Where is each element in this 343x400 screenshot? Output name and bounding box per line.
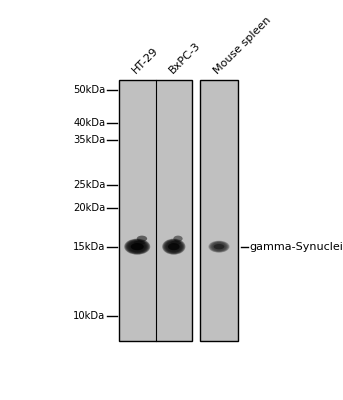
Ellipse shape (171, 241, 181, 245)
Ellipse shape (212, 242, 226, 251)
Ellipse shape (166, 241, 182, 253)
Ellipse shape (164, 240, 183, 254)
Ellipse shape (127, 240, 148, 254)
Ellipse shape (210, 242, 228, 252)
Ellipse shape (212, 242, 226, 251)
Text: 15kDa: 15kDa (73, 242, 105, 252)
Ellipse shape (137, 236, 147, 242)
Ellipse shape (134, 241, 145, 245)
Bar (200, 80, 238, 341)
Ellipse shape (163, 239, 185, 254)
Ellipse shape (128, 240, 147, 253)
Ellipse shape (208, 241, 229, 253)
Ellipse shape (125, 239, 150, 254)
Ellipse shape (128, 241, 146, 253)
Ellipse shape (126, 240, 149, 254)
Ellipse shape (173, 236, 183, 242)
Text: gamma-Synuclein: gamma-Synuclein (250, 242, 343, 252)
Ellipse shape (214, 244, 224, 249)
Text: 35kDa: 35kDa (73, 135, 105, 146)
Ellipse shape (210, 241, 228, 252)
Text: HT-29: HT-29 (130, 46, 160, 76)
Ellipse shape (167, 242, 180, 252)
Text: 25kDa: 25kDa (73, 180, 105, 190)
Ellipse shape (164, 240, 184, 254)
Ellipse shape (124, 239, 150, 255)
Text: 10kDa: 10kDa (73, 311, 105, 321)
Ellipse shape (129, 241, 145, 252)
Ellipse shape (162, 239, 186, 255)
Ellipse shape (131, 243, 144, 250)
Text: 40kDa: 40kDa (73, 118, 105, 128)
Ellipse shape (168, 243, 180, 250)
Ellipse shape (130, 242, 144, 252)
Text: 20kDa: 20kDa (73, 203, 105, 213)
Ellipse shape (166, 241, 181, 252)
Text: Mouse spleen: Mouse spleen (212, 15, 273, 76)
Ellipse shape (165, 240, 182, 253)
Bar (119, 80, 192, 341)
Ellipse shape (211, 242, 227, 252)
Text: 50kDa: 50kDa (73, 84, 105, 94)
Text: BxPC-3: BxPC-3 (167, 40, 202, 76)
Ellipse shape (209, 241, 229, 252)
